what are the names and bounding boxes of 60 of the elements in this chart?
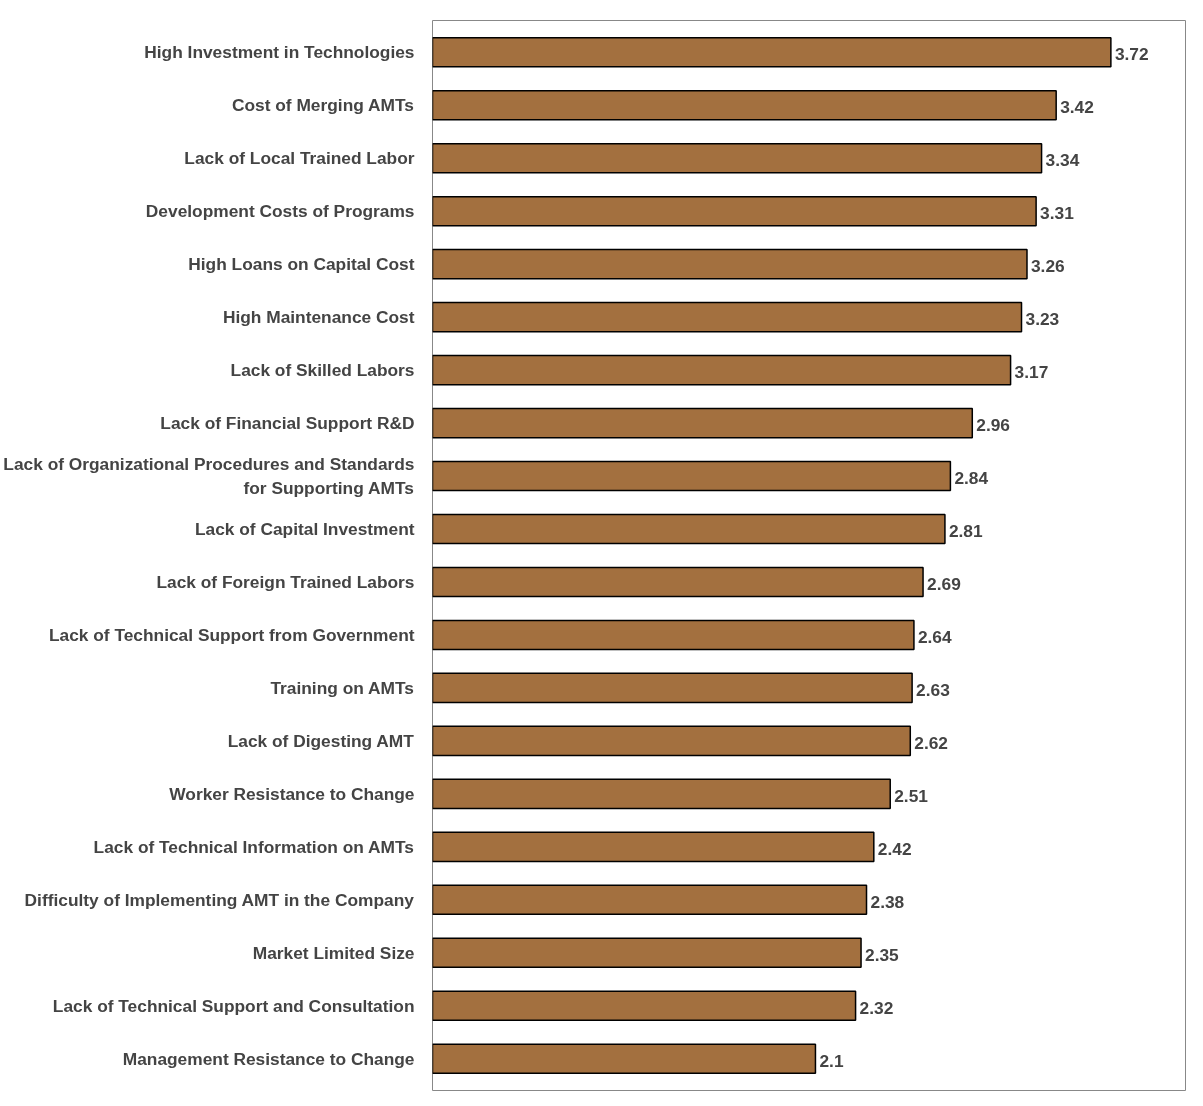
y-tick-label: Lack of Technical Support and Consultation — [52, 995, 415, 1016]
data-label: 3.31 — [1040, 203, 1075, 224]
data-label: 2.96 — [976, 415, 1011, 436]
y-tick-label: Cost of Merging AMTs — [231, 95, 414, 116]
y-tick-label: Market Limited Size — [252, 942, 415, 963]
data-label: 3.34 — [1045, 150, 1080, 171]
bar — [432, 990, 857, 1022]
data-label: 2.38 — [870, 891, 905, 912]
y-tick-label: Development Costs of Programs — [145, 201, 415, 222]
bar — [432, 248, 1028, 280]
bar — [432, 831, 875, 863]
bar — [432, 1043, 817, 1075]
data-label: 3.26 — [1030, 256, 1066, 277]
data-label: 2.42 — [877, 838, 912, 859]
data-label: 3.23 — [1025, 309, 1060, 330]
data-label: 2.1 — [819, 1050, 844, 1071]
data-label: 2.69 — [927, 573, 961, 594]
data-label: 2.64 — [917, 626, 953, 647]
data-label: 2.84 — [954, 468, 989, 489]
data-label: 2.81 — [948, 521, 984, 542]
data-label: 3.72 — [1114, 44, 1149, 65]
bar — [432, 142, 1043, 174]
data-label: 2.35 — [865, 944, 900, 965]
y-tick-label: High Investment in Technologies — [144, 42, 415, 63]
bar — [432, 778, 891, 810]
data-label: 2.62 — [914, 732, 949, 753]
y-tick-label: Training on AMTs — [270, 677, 414, 698]
data-label: 3.17 — [1014, 362, 1049, 383]
bar — [432, 672, 913, 704]
y-tick-label: Lack of Digesting AMT — [227, 730, 415, 751]
bar — [432, 725, 912, 757]
y-tick-label: Difficulty of Implementing AMT in the Company — [24, 889, 415, 910]
bar — [432, 460, 952, 492]
y-tick-label: Lack of Capital Investment — [194, 519, 415, 540]
y-tick-label: Worker Resistance to Change — [169, 783, 415, 804]
y-tick-label: Management Resistance to Change — [122, 1048, 415, 1069]
bar — [432, 884, 868, 916]
bar — [432, 513, 946, 545]
data-label: 3.42 — [1060, 97, 1094, 118]
y-tick-label: Lack of Financial Support R&D — [160, 413, 415, 434]
bar — [432, 566, 924, 598]
data-label: 2.63 — [916, 679, 951, 700]
y-tick-label: Lack of Foreign Trained Labors — [156, 571, 415, 592]
y-tick-label: Lack of Technical Information on AMTs — [93, 836, 414, 857]
bar — [432, 89, 1057, 121]
y-tick-label: Lack of Organizational Procedures and Standards for Supporting AMTs — [3, 454, 415, 499]
bar — [432, 36, 1112, 68]
bar — [432, 619, 915, 651]
bar — [432, 301, 1023, 333]
y-tick-label: Lack of Technical Support from Government — [48, 624, 415, 645]
data-label: 2.51 — [894, 785, 929, 806]
y-tick-label: Lack of Local Trained Labor — [184, 148, 415, 169]
bar — [432, 407, 974, 439]
bar — [432, 195, 1037, 227]
y-tick-label: High Loans on Capital Cost — [188, 254, 415, 275]
y-tick-label: High Maintenance Cost — [222, 307, 415, 328]
data-label: 2.32 — [859, 997, 894, 1018]
bar — [432, 354, 1012, 386]
bar — [432, 937, 862, 969]
y-tick-label: Lack of Skilled Labors — [230, 360, 415, 381]
